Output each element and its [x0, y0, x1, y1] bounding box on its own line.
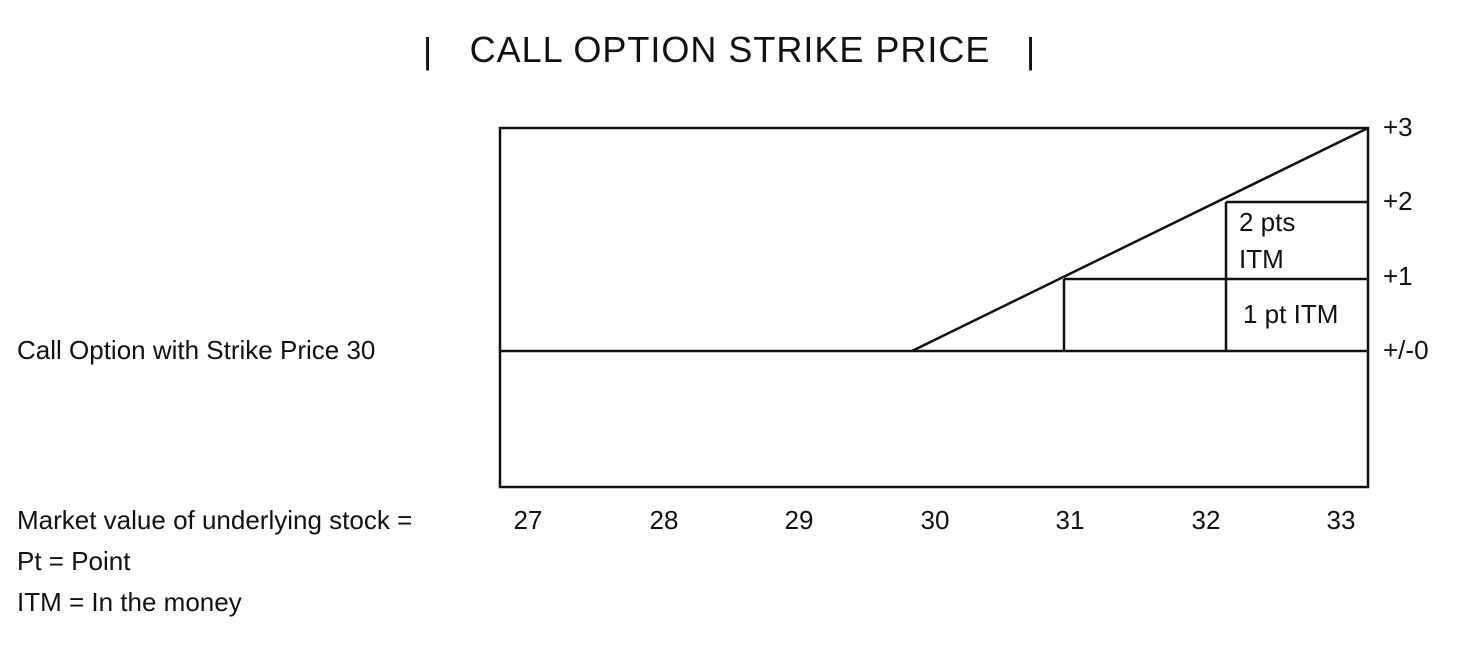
- y-tick-zero: +/-0: [1383, 335, 1429, 365]
- diagram-title: CALL OPTION STRIKE PRICE: [470, 29, 991, 70]
- x-tick-33: 33: [1327, 505, 1356, 535]
- legend-itm: ITM = In the money: [17, 587, 242, 617]
- x-tick-28: 28: [650, 505, 679, 535]
- x-tick-29: 29: [785, 505, 814, 535]
- payoff-line: [911, 126, 1369, 353]
- x-tick-30: 30: [921, 505, 950, 535]
- region-2pts-line2: ITM: [1239, 244, 1284, 274]
- legend-point: Pt = Point: [17, 546, 131, 576]
- x-tick-32: 32: [1192, 505, 1221, 535]
- x-axis-label: Market value of underlying stock =: [17, 505, 412, 535]
- x-tick-31: 31: [1056, 505, 1085, 535]
- region-2pts-line1: 2 pts: [1239, 207, 1295, 237]
- y-tick-plus3: +3: [1383, 112, 1413, 142]
- title-bar-right: |: [1026, 30, 1036, 71]
- plot-frame: [498, 126, 1370, 489]
- y-tick-plus2: +2: [1383, 186, 1413, 216]
- row-label: Call Option with Strike Price 30: [17, 335, 375, 365]
- title-bar-left: |: [423, 30, 433, 71]
- x-tick-27: 27: [514, 505, 543, 535]
- y-tick-plus1: +1: [1383, 261, 1413, 291]
- region-1pt-label: 1 pt ITM: [1243, 299, 1338, 329]
